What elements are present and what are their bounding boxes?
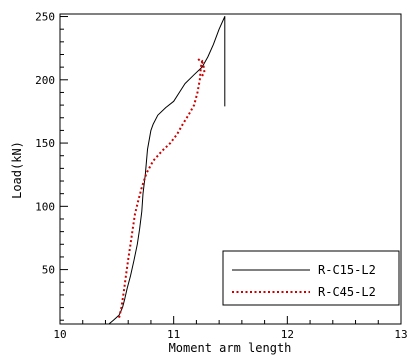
x-tick-label: 12 [281,328,294,341]
y-tick-label: 100 [35,200,55,213]
y-axis-title: Load(kN) [10,141,24,199]
minor-ticks [60,28,379,324]
x-tick-label: 11 [167,328,180,341]
legend: R-C15-L2 R-C45-L2 [222,250,400,306]
legend-box [222,250,400,306]
series-line-r-c15-l2 [108,16,226,325]
y-tick-label: 50 [42,264,55,277]
series-group [108,16,226,325]
x-tick-label: 13 [394,328,407,341]
legend-label-r-c15-l2: R-C15-L2 [318,263,376,277]
y-tick-label: 250 [35,11,55,24]
series-line-r-c45-l2 [118,58,206,318]
major-ticks [59,16,402,324]
x-axis-title: Moment arm length [169,341,292,355]
tick-labels: 10 11 12 13 50 100 150 200 250 [35,11,408,341]
y-tick-label: 150 [35,137,55,150]
x-tick-label: 10 [53,328,66,341]
legend-label-r-c45-l2: R-C45-L2 [318,285,376,299]
y-tick-label: 200 [35,74,55,87]
